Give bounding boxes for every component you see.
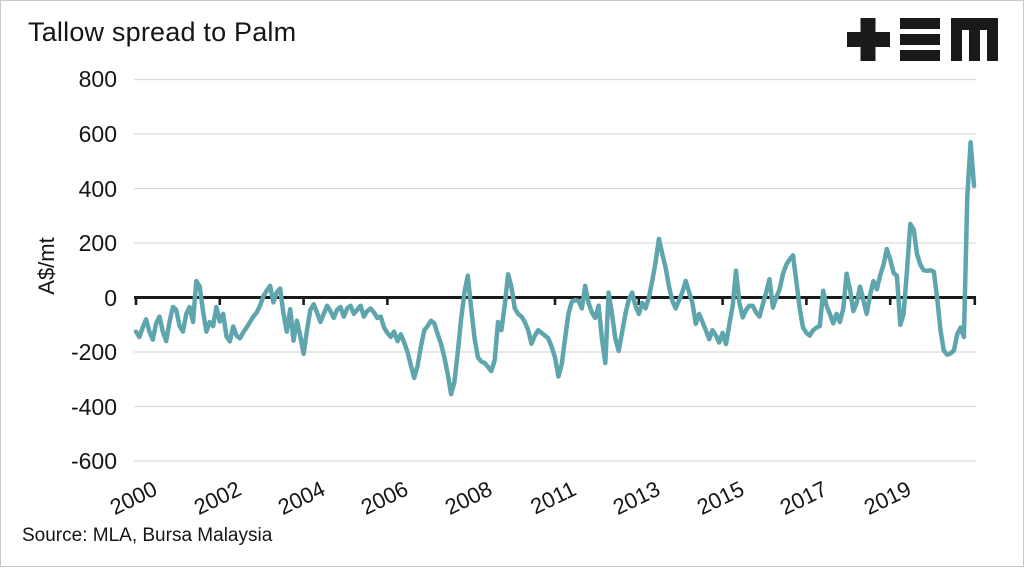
y-tick-label: -400 bbox=[70, 394, 117, 420]
y-tick-label: -200 bbox=[70, 339, 117, 365]
y-tick-label: -600 bbox=[70, 448, 117, 474]
y-tick-label: 400 bbox=[78, 176, 117, 202]
y-tick-label: 800 bbox=[78, 66, 117, 92]
y-tick-label: 200 bbox=[78, 230, 117, 256]
source-note: Source: MLA, Bursa Malaysia bbox=[22, 525, 273, 546]
chart-title: Tallow spread to Palm bbox=[28, 17, 297, 47]
triple-bar-icon bbox=[900, 18, 940, 61]
m-glyph-icon bbox=[951, 18, 998, 61]
mla-logo bbox=[847, 18, 998, 61]
y-tick-label: 600 bbox=[78, 121, 117, 147]
plus-icon bbox=[847, 18, 890, 61]
y-tick-label: 0 bbox=[104, 285, 117, 311]
data-line bbox=[133, 139, 977, 397]
